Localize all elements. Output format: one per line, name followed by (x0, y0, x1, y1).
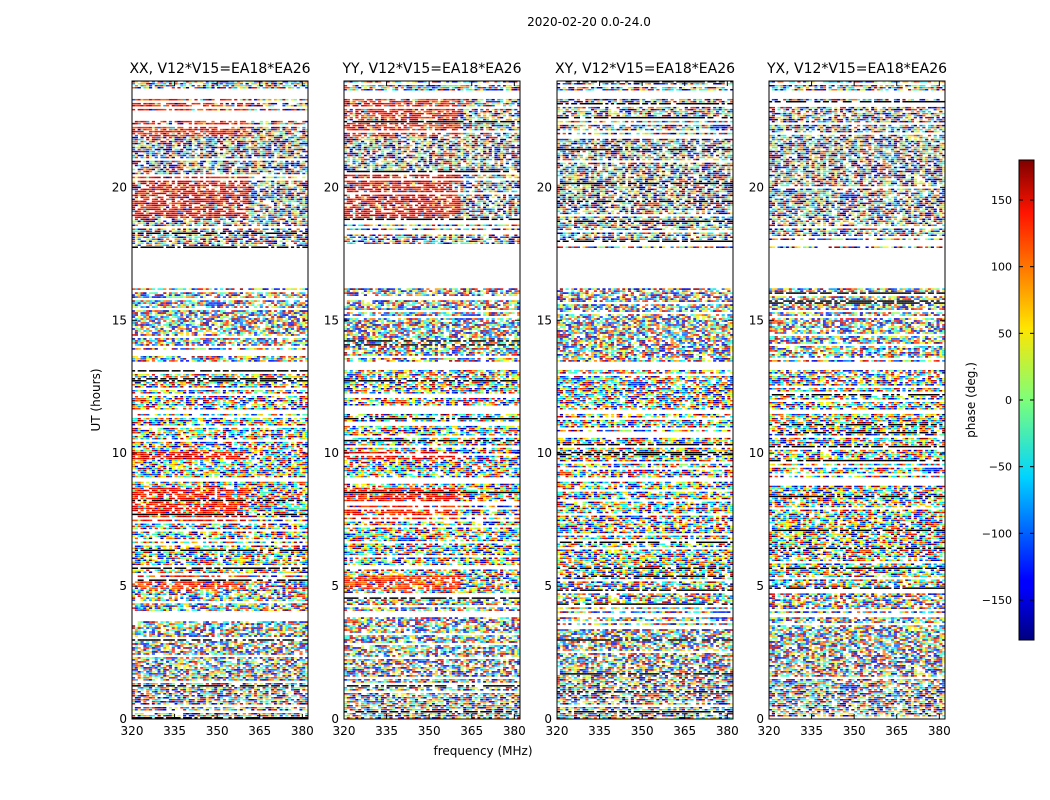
colorbar-label: phase (deg.) (964, 362, 978, 438)
panel-yy: YY, V12*V15=EA18*EA26 320 335 350 365 380 0 5 10… (324, 61, 526, 738)
colorbar-tick-label: 150 (991, 194, 1012, 207)
y-tick-label: 5 (756, 579, 764, 593)
y-tick-label: 20 (537, 180, 552, 194)
y-tick-label: 20 (324, 180, 339, 194)
y-tick-label: 0 (331, 712, 339, 726)
phase-grid (769, 81, 946, 717)
x-tick-label: 365 (460, 724, 483, 738)
plot-frame (343, 80, 521, 720)
x-tick-label: 365 (885, 724, 908, 738)
x-tick-label: 320 (758, 724, 781, 738)
panel-title: YY, V12*V15=EA18*EA26 (342, 61, 522, 77)
x-tick-label: 335 (588, 724, 611, 738)
y-tick-label: 15 (112, 313, 127, 327)
plot-frame (556, 80, 734, 720)
x-tick-label: 350 (631, 724, 654, 738)
x-axis-label: frequency (MHz) (433, 744, 532, 758)
y-tick-label: 5 (119, 579, 127, 593)
phase-grid (344, 81, 521, 719)
y-tick-label: 10 (537, 446, 552, 460)
y-tick-label: 15 (537, 313, 552, 327)
x-tick-label: 380 (928, 724, 951, 738)
panel-xy: XY, V12*V15=EA18*EA26 320 335 350 365 380 0 5 10… (537, 61, 739, 738)
x-tick-label: 350 (418, 724, 441, 738)
x-tick-label: 365 (248, 724, 271, 738)
y-tick-label: 15 (324, 313, 339, 327)
colorbar-tick-label: −50 (989, 461, 1012, 474)
y-tick-label: 15 (749, 313, 764, 327)
y-axis-label: UT (hours) (89, 368, 103, 431)
colorbar-tick-label: 100 (991, 261, 1012, 274)
y-tick-label: 20 (112, 180, 127, 194)
x-tick-label: 380 (291, 724, 314, 738)
x-tick-label: 335 (800, 724, 823, 738)
panels: XX, V12*V15=EA18*EA26 320 335 350 365 380 0 5 10… (112, 61, 951, 738)
x-tick-label: 335 (163, 724, 186, 738)
colorbar-tick-label: −150 (982, 594, 1012, 607)
phase-grid (132, 81, 309, 719)
y-tick-label: 0 (544, 712, 552, 726)
x-tick-label: 350 (843, 724, 866, 738)
figure-title: 2020-02-20 0.0-24.0 (527, 15, 651, 29)
panel-title: XX, V12*V15=EA18*EA26 (129, 61, 310, 77)
x-tick-label: 380 (716, 724, 739, 738)
y-tick-label: 0 (119, 712, 127, 726)
y-tick-label: 10 (749, 446, 764, 460)
panel-yx: YX, V12*V15=EA18*EA26 320 335 350 365 380 0 5 10… (749, 61, 951, 738)
x-tick-label: 365 (673, 724, 696, 738)
y-tick-label: 10 (324, 446, 339, 460)
y-tick-label: 10 (112, 446, 127, 460)
y-tick-label: 5 (544, 579, 552, 593)
colorbar-ticks: −150 −100 −50 0 50 100 150 (982, 194, 1034, 607)
x-tick-label: 380 (503, 724, 526, 738)
y-tick-label: 0 (756, 712, 764, 726)
x-tick-label: 320 (333, 724, 356, 738)
plot-frame (768, 80, 946, 720)
colorbar-tick-label: 0 (1005, 394, 1012, 407)
x-tick-label: 350 (206, 724, 229, 738)
panel-xx: XX, V12*V15=EA18*EA26 320 335 350 365 380 0 5 10… (112, 61, 314, 738)
colorbar-tick-label: −100 (982, 527, 1012, 540)
panel-title: YX, V12*V15=EA18*EA26 (766, 61, 947, 77)
x-tick-label: 335 (375, 724, 398, 738)
plot-frame (131, 80, 309, 720)
x-tick-label: 320 (546, 724, 569, 738)
y-tick-label: 20 (749, 180, 764, 194)
colorbar-tick-label: 50 (998, 327, 1012, 340)
y-tick-label: 5 (331, 579, 339, 593)
phase-grid (557, 81, 734, 719)
x-tick-label: 320 (121, 724, 144, 738)
panel-title: XY, V12*V15=EA18*EA26 (555, 61, 735, 77)
colorbar: −150 −100 −50 0 50 100 150 phase (deg.) (964, 159, 1035, 641)
